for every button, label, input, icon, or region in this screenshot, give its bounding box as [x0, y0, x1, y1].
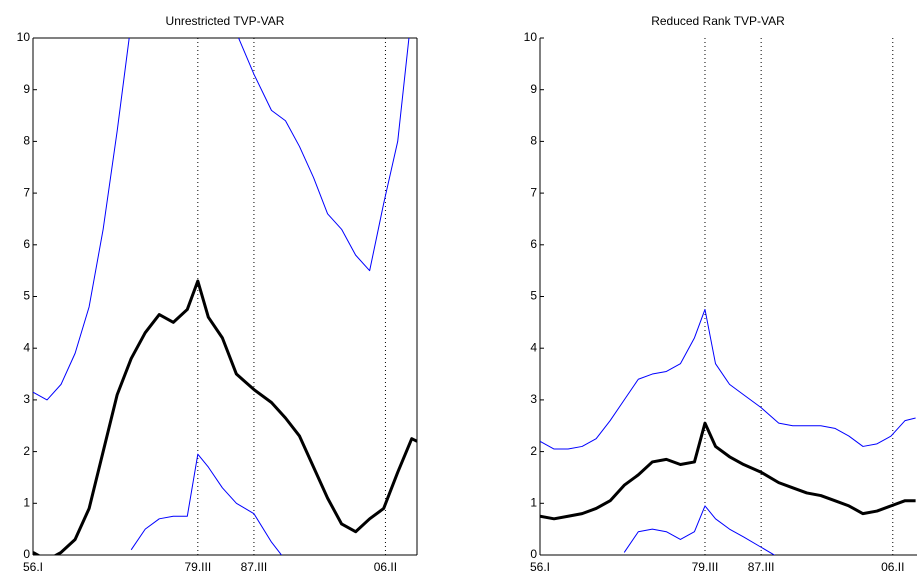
- series-line: [33, 38, 410, 401]
- y-tick-label: 9: [530, 82, 537, 96]
- x-tick-label: 06.II: [374, 560, 397, 574]
- y-tick-label: 7: [530, 185, 537, 199]
- y-tick-label: 3: [530, 392, 537, 406]
- y-tick-label: 2: [530, 444, 537, 458]
- x-tick-label: 79.III: [184, 560, 211, 574]
- x-tick-label: 56.I: [530, 560, 550, 574]
- series-line: [33, 279, 417, 555]
- y-tick-label: 0: [23, 547, 30, 561]
- y-tick-label: 6: [23, 237, 30, 251]
- y-tick-label: 8: [23, 134, 30, 148]
- x-tick-label: 87.III: [241, 560, 268, 574]
- y-tick-label: 9: [23, 82, 30, 96]
- y-tick-label: 7: [23, 185, 30, 199]
- chart-title: Unrestricted TVP-VAR: [166, 14, 285, 28]
- y-tick-label: 1: [530, 495, 537, 509]
- y-tick-label: 4: [23, 340, 30, 354]
- y-tick-label: 3: [23, 392, 30, 406]
- series-line: [130, 453, 283, 555]
- series-line: [540, 308, 916, 450]
- x-tick-label: 06.II: [881, 560, 904, 574]
- y-tick-label: 6: [530, 237, 537, 251]
- series-line: [540, 421, 916, 521]
- plot-area: [33, 38, 417, 555]
- x-tick-label: 87.III: [748, 560, 775, 574]
- y-tick-label: 2: [23, 444, 30, 458]
- y-tick-label: 5: [530, 289, 537, 303]
- y-tick-label: 5: [23, 289, 30, 303]
- x-tick-label: 56.I: [23, 560, 43, 574]
- y-tick-label: 8: [530, 134, 537, 148]
- chart-title: Reduced Rank TVP-VAR: [651, 14, 785, 28]
- plot-area: [540, 308, 916, 555]
- series-line: [623, 505, 776, 555]
- y-tick-label: 10: [17, 30, 31, 44]
- y-tick-label: 4: [530, 340, 537, 354]
- y-tick-label: 1: [23, 495, 30, 509]
- x-tick-label: 79.III: [692, 560, 719, 574]
- y-tick-label: 10: [524, 30, 538, 44]
- y-tick-label: 0: [530, 547, 537, 561]
